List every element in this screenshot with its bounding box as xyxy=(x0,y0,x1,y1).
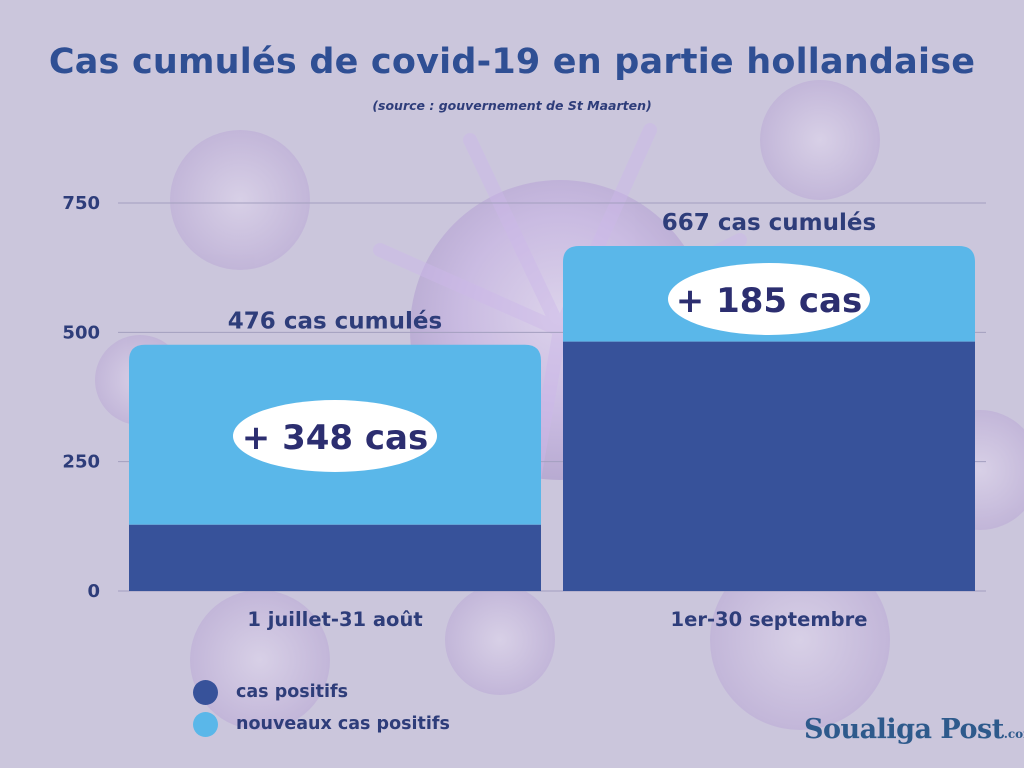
legend-swatch-cas-positifs xyxy=(193,679,218,705)
legend-label-nouveaux-cas-positifs: nouveaux cas positifs xyxy=(236,714,450,734)
chart-title: Cas cumulés de covid-19 en partie hollan… xyxy=(48,42,976,82)
y-tick-label-0: 0 xyxy=(87,581,100,602)
total-label-1: 667 cas cumulés xyxy=(662,210,876,236)
brand-name: Soualiga Post xyxy=(804,714,1004,745)
brand-suffix: .com xyxy=(1003,727,1024,741)
increment-label-0: + 348 cas xyxy=(242,418,428,458)
x-tick-label-0: 1 juillet-31 août xyxy=(247,608,422,631)
bar-cas-positifs-1 xyxy=(563,341,975,591)
y-tick-label-750: 750 xyxy=(62,193,100,214)
total-label-0: 476 cas cumulés xyxy=(228,309,442,335)
y-tick-label-500: 500 xyxy=(62,322,100,343)
chart-legend: cas positifs nouveaux cas positifs xyxy=(193,676,450,740)
increment-bubble-1 xyxy=(668,263,870,335)
increment-bubble-0 xyxy=(233,400,437,472)
bar-cas-positifs-0 xyxy=(129,524,541,591)
increment-label-1: + 185 cas xyxy=(676,281,862,321)
legend-label-cas-positifs: cas positifs xyxy=(236,682,349,702)
legend-item-nouveaux-cas-positifs: nouveaux cas positifs xyxy=(193,708,450,740)
legend-item-cas-positifs: cas positifs xyxy=(193,676,450,708)
y-tick-label-250: 250 xyxy=(62,452,100,473)
soualiga-post-logo: Soualiga Post.com xyxy=(804,714,1024,745)
chart-subtitle: (source : gouvernement de St Maarten) xyxy=(372,98,652,113)
x-tick-label-1: 1er-30 septembre xyxy=(671,608,868,631)
legend-swatch-nouveaux-cas-positifs xyxy=(193,711,218,737)
